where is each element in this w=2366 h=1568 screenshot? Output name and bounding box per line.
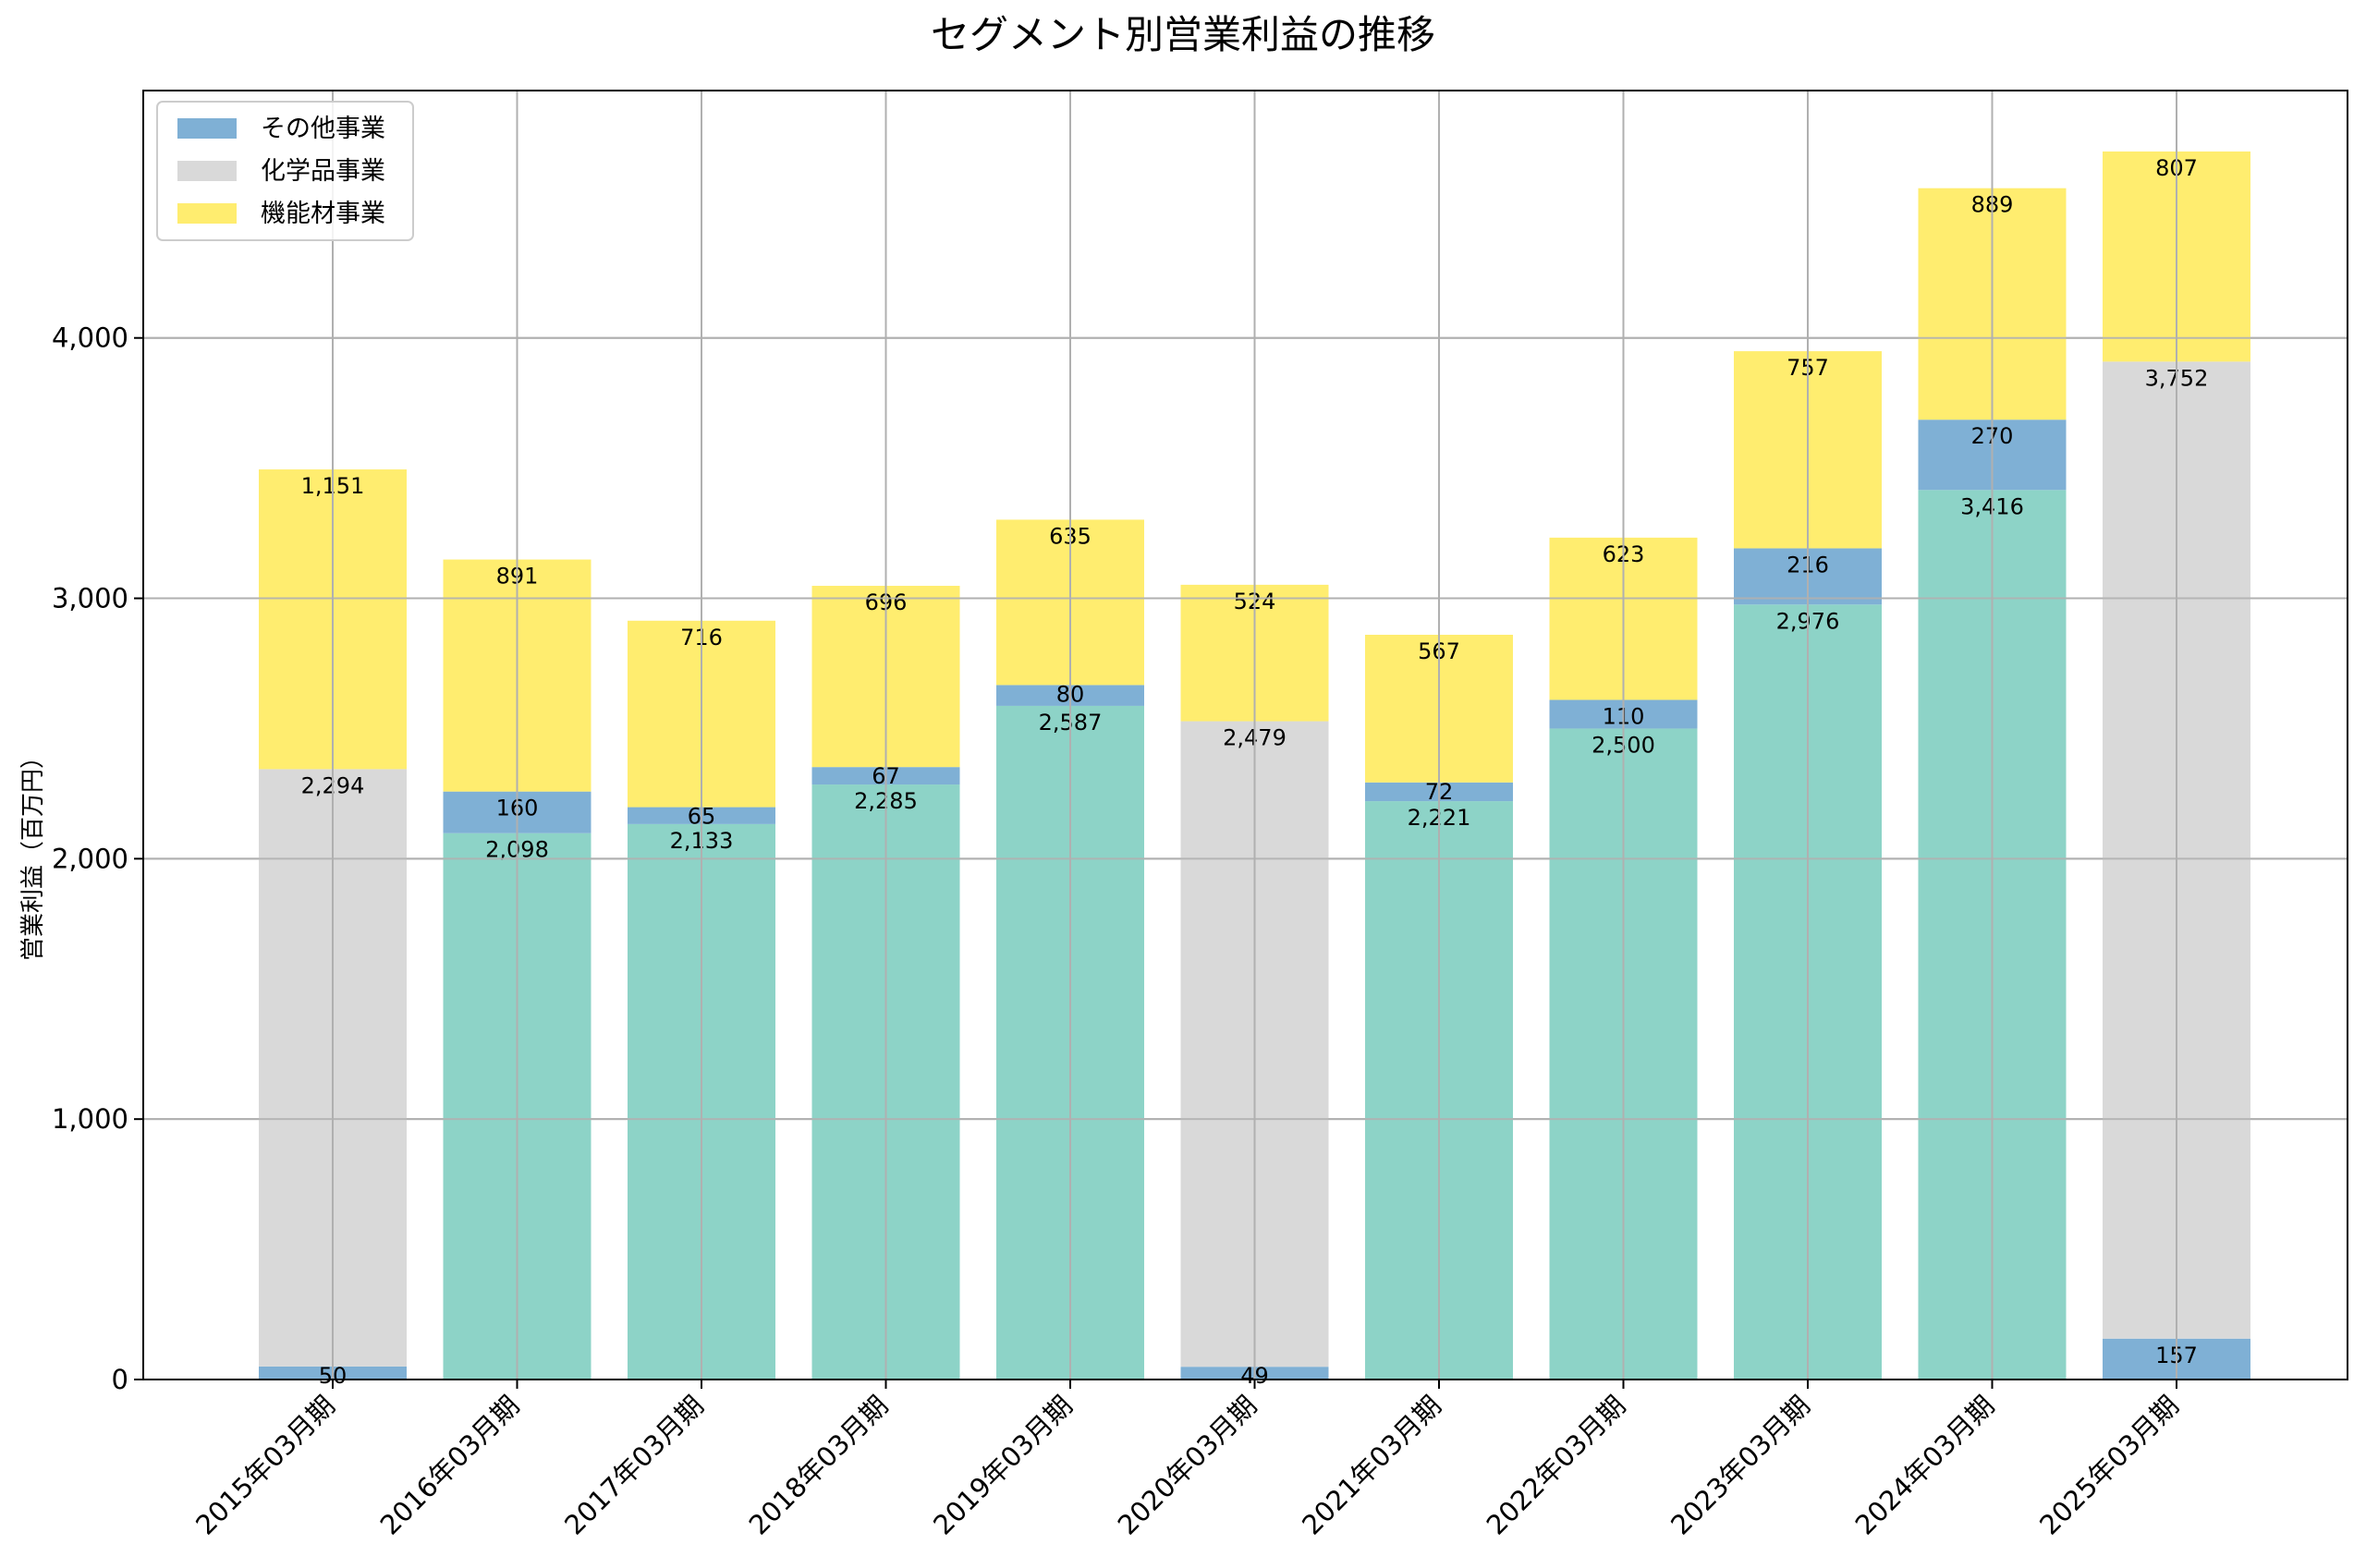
x-axis-ticks: 2015年03月期 2016年03月期 2017年03月期 2018年03月期 2019… [189, 1380, 2185, 1541]
legend-swatch [177, 161, 237, 181]
x-tick-label: 2025年03月期 [2033, 1390, 2185, 1541]
y-tick-label: 0 [112, 1364, 128, 1395]
x-tick-label: 2018年03月期 [743, 1390, 895, 1541]
y-tick-label: 4,000 [52, 322, 128, 354]
x-tick-label: 2021年03月期 [1296, 1390, 1447, 1541]
x-tick-label: 2019年03月期 [927, 1390, 1079, 1541]
legend-swatch [177, 203, 237, 224]
x-tick-label: 2022年03月期 [1481, 1390, 1632, 1541]
x-tick-label: 2017年03月期 [558, 1390, 710, 1541]
y-tick-label: 2,000 [52, 843, 128, 874]
x-tick-label: 2020年03月期 [1112, 1390, 1263, 1541]
legend-label: 化学品事業 [261, 157, 385, 186]
y-tick-label: 1,000 [52, 1103, 128, 1135]
x-tick-label: 2024年03月期 [1849, 1390, 2001, 1541]
y-tick-label: 3,000 [52, 583, 128, 614]
x-tick-label: 2023年03月期 [1665, 1390, 1816, 1541]
plot-frame [142, 90, 2348, 1380]
y-axis-label: 営業利益（百万円） [19, 745, 47, 961]
legend-label: その他事業 [261, 115, 385, 143]
legend-label: 機能材事業 [261, 200, 385, 228]
x-tick-label: 2015年03月期 [189, 1390, 341, 1541]
legend-swatch [177, 118, 237, 139]
chart-title: セグメント別営業利益の推移 [931, 12, 1435, 57]
x-tick-label: 2016年03月期 [374, 1390, 526, 1541]
y-axis-ticks: 0 1,000 2,000 3,000 4,000 [52, 322, 143, 1395]
data-labels: 502,2941,1512,0981608912,133657162,28567… [143, 91, 2348, 1389]
